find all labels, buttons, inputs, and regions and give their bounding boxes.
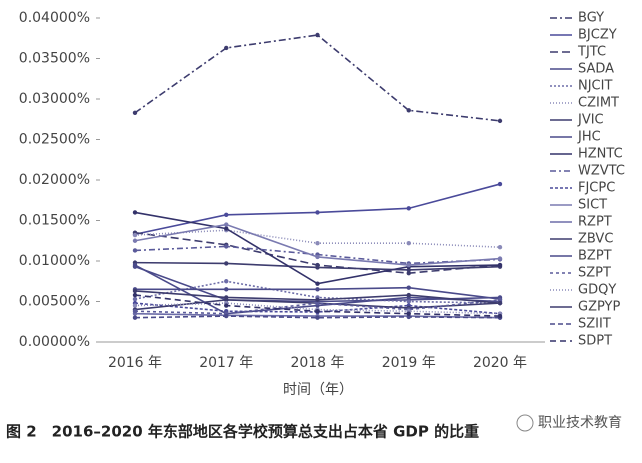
watermark: 职业技术教育 [538,415,622,431]
point [497,245,503,250]
legend-label: GDQY [578,283,616,298]
point [315,210,320,215]
x-tick-label: 2019 年 [382,355,436,371]
point [224,244,229,249]
point [315,287,320,292]
point [406,267,411,273]
point [224,226,229,231]
y-tick-label: 0.01500% [19,213,90,229]
point [497,262,503,268]
caption: 图 2 2016–2020 年东部地区各学校预算总支出占本省 GDP 的比重 [6,423,479,441]
point [315,315,320,320]
x-tick-label: 2016 年 [108,355,162,371]
x-tick-label: 2017 年 [199,355,253,371]
x-axis-title: 时间（年） [283,382,353,398]
point [315,309,320,314]
series-line [134,183,501,236]
point [406,108,411,113]
point [315,281,320,286]
point [406,206,411,211]
point [132,296,138,302]
point [406,311,411,316]
legend-label: TJTC [577,45,606,60]
legend-label: JHC [577,130,601,145]
point [406,299,411,304]
point [315,32,320,38]
point [497,118,503,124]
point [497,181,503,187]
y-tick-label: 0.03500% [19,51,90,67]
y-tick-label: 0.02000% [19,172,90,188]
legend-label: SZPT [578,266,611,281]
point [132,315,138,320]
x-tick-label: 2018 年 [290,355,344,371]
y-tick-label: 0.04000% [19,10,90,26]
point [132,110,138,115]
point [224,261,229,266]
x-tick-label: 2020 年 [473,355,527,371]
series-line [134,299,501,315]
point [406,262,411,268]
point [406,240,411,246]
point [224,279,229,284]
point [315,265,320,270]
point [132,309,138,314]
legend-label: BGY [578,11,604,26]
legend-label: HZNTC [578,147,623,162]
y-tick-label: 0.00500% [19,294,90,310]
series-line [134,34,501,122]
point [224,295,229,300]
legend-label: FJCPC [578,181,615,196]
point [224,222,229,227]
y-tick-label: 0.03000% [19,91,90,107]
point [315,254,320,260]
watermark-icon [516,414,534,432]
point [224,212,229,218]
legend-label: RZPT [578,215,612,230]
point [406,285,411,290]
y-tick-label: 0.02500% [19,132,90,148]
legend-label: BJCZY [578,28,617,43]
point [132,262,138,268]
legend-label: JVIC [577,113,604,128]
point [497,300,503,306]
point [132,292,138,298]
point [132,210,138,215]
legend-label: ZBVC [578,232,613,247]
point [132,238,138,243]
series-line [134,302,501,315]
point [132,232,138,238]
point [497,256,503,261]
point [224,303,229,308]
point [406,292,411,298]
point [224,287,229,292]
legend-label: SDPT [578,334,612,349]
point [315,240,320,246]
legend-label: SZIIT [578,317,611,332]
legend-label: SADA [578,62,614,77]
point [497,313,503,319]
legend-label: GZPYP [578,300,620,315]
legend-label: NJCIT [578,79,612,94]
y-tick-label: 0.00000% [19,334,90,350]
point [132,303,138,308]
point [315,297,320,303]
legend-label: WZVTC [578,164,625,179]
y-tick-label: 0.01000% [19,253,90,269]
point [406,314,411,320]
legend-label: CZIMT [578,96,619,111]
series-line [134,315,501,319]
point [132,288,138,294]
legend-label: SICT [578,198,607,213]
point [315,300,320,306]
point [497,297,503,303]
point [224,45,229,51]
point [132,248,138,253]
point [224,313,229,319]
legend-label: BZPT [578,249,612,264]
point [406,270,411,276]
